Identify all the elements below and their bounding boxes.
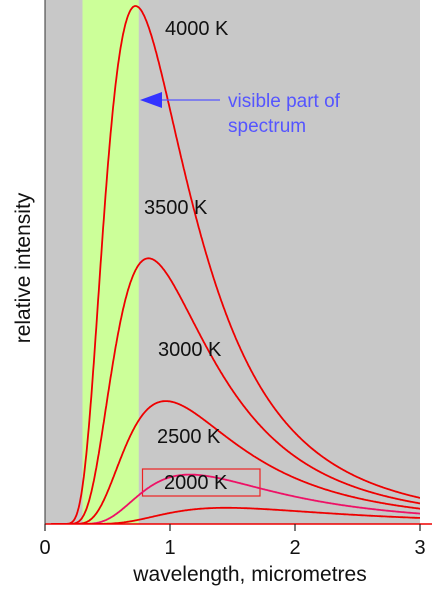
x-tick-label: 1 [164, 537, 175, 559]
x-tick-label: 2 [289, 537, 300, 559]
x-axis-ticks: 0 1 2 3 [39, 524, 426, 559]
series-label-2000k: 2000 K [164, 472, 228, 494]
series-line-2500k [51, 473, 420, 524]
y-axis-title: relative intensity [12, 192, 35, 343]
series-line-3000k [51, 400, 420, 524]
series-label-4000k: 4000 K [165, 18, 229, 40]
highlight-box [141, 468, 261, 497]
series-line-4000k [51, 5, 420, 524]
series-curves [51, 5, 420, 524]
x-tick-label: 3 [414, 537, 425, 559]
x-axis-title: wavelength, micrometres [132, 563, 366, 586]
annotation-text-line1: visible part of [228, 91, 341, 112]
visible-annotation: visible part of spectrum [140, 91, 341, 137]
visible-spectrum-band [82, 0, 139, 524]
series-line-3500k [51, 257, 420, 524]
series-label-3500k: 3500 K [144, 197, 208, 219]
series-line-2000k [51, 506, 420, 524]
x-tick-label: 0 [39, 537, 50, 559]
series-label-2500k: 2500 K [157, 426, 221, 448]
series-labels: 4000 K 3500 K 3000 K 2500 K 2000 K [144, 18, 229, 494]
annotation-text-line2: spectrum [228, 116, 306, 137]
arrow-head-icon [140, 92, 162, 108]
series-label-3000k: 3000 K [158, 339, 222, 361]
